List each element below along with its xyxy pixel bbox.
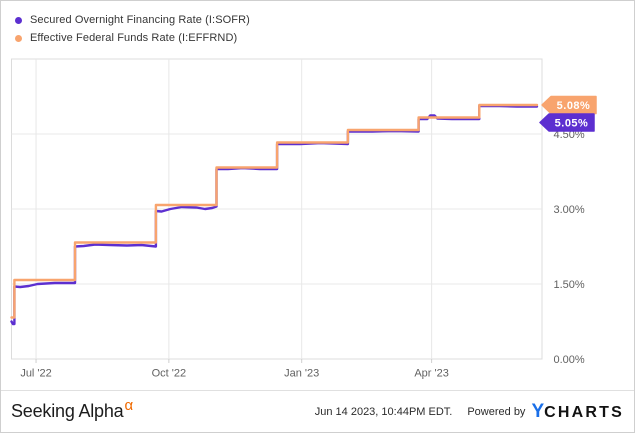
ycharts-wordmark: CHARTS [544, 404, 624, 421]
y-axis-tick-label: 0.00% [554, 354, 585, 366]
sofr-line [10, 104, 539, 326]
x-axis-tick-label: Oct '22 [152, 368, 187, 380]
sofr-value-tag [539, 113, 595, 132]
seeking-alpha-wordmark: Seeking Alpha [11, 401, 124, 421]
x-axis-tick-label: Jul '22 [20, 368, 51, 380]
alpha-icon: α [124, 397, 134, 414]
y-axis-tick-label: 3.00% [554, 204, 585, 216]
sofr-value-tag-label: 5.05% [555, 118, 589, 130]
rate-step-chart: 0.00% 1.50% 3.00% 4.50% Jul '22 Oct '22 Jan '2… [10, 58, 597, 380]
powered-by-label: Powered by [467, 405, 526, 418]
legend-item-effrnd: Effective Federal Funds Rate (I:EFFRND) [12, 29, 250, 47]
effrnd-legend-dot-icon [15, 34, 22, 42]
chart-footer: Seeking Alphaα Jun 14 2023, 10:44PM EDT.… [1, 390, 634, 432]
timestamp: Jun 14 2023, 10:44PM EDT. [314, 405, 453, 418]
effrnd-value-tag-label: 5.08% [557, 100, 591, 112]
x-axis-tick-label: Apr '23 [414, 368, 449, 380]
seeking-alpha-logo: Seeking Alphaα [11, 397, 133, 422]
ycharts-logo: Y CHARTS [531, 402, 624, 421]
ycharts-y-icon: Y [531, 401, 545, 422]
y-axis-tick-label: 4.50% [554, 129, 585, 141]
effrnd-legend-label: Effective Federal Funds Rate (I:EFFRND) [30, 32, 238, 44]
legend-item-sofr: Secured Overnight Financing Rate (I:SOFR… [12, 11, 250, 29]
effrnd-line [10, 103, 539, 319]
chart-legend: Secured Overnight Financing Rate (I:SOFR… [12, 11, 250, 47]
y-axis-tick-label: 1.50% [554, 279, 585, 291]
effrnd-value-tag [541, 95, 597, 115]
sofr-legend-dot-icon [15, 16, 22, 24]
sofr-legend-label: Secured Overnight Financing Rate (I:SOFR… [30, 14, 250, 26]
footer-attribution: Jun 14 2023, 10:44PM EDT. Powered by Y CH… [315, 402, 624, 421]
x-axis-tick-label: Jan '23 [284, 368, 319, 380]
